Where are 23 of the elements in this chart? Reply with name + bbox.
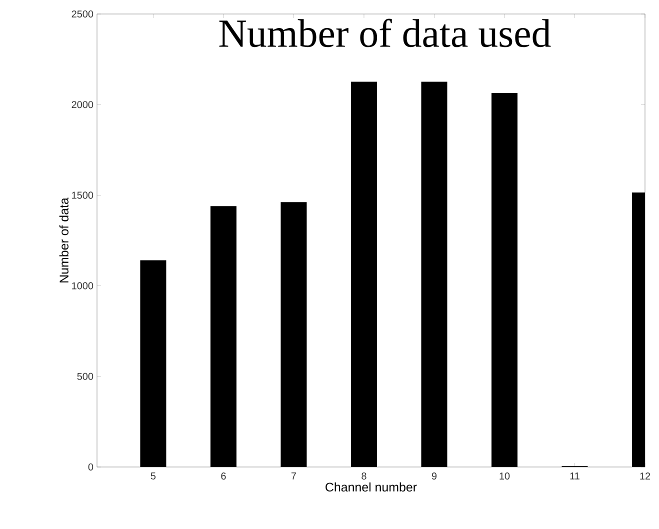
y-tick-label: 2500 (72, 10, 94, 18)
y-tick-label: 1500 (72, 192, 94, 199)
x-tick-label: 8 (362, 472, 366, 480)
bar (350, 82, 377, 467)
x-tick-label: 5 (150, 472, 156, 480)
y-tick-label: 0 (88, 463, 94, 471)
x-tick-label: 7 (291, 472, 296, 480)
x-tick-label: 10 (500, 472, 510, 480)
x-tick-label: 12 (640, 472, 650, 480)
bar (140, 260, 166, 467)
y-tick-label: 2000 (72, 101, 94, 108)
x-tick-label: 6 (221, 472, 226, 480)
bar (491, 93, 518, 467)
bar (280, 202, 307, 467)
y-axis-title: Number of data (59, 198, 68, 282)
y-tick-label: 500 (77, 372, 94, 380)
bar (421, 82, 448, 467)
x-axis-title: Channel number (326, 482, 417, 492)
x-tick-label: 11 (570, 472, 580, 480)
bar (210, 206, 236, 467)
y-tick-label: 1000 (72, 282, 94, 290)
chart-title: Number of data used (219, 18, 551, 48)
x-tick-label: 9 (432, 472, 437, 480)
